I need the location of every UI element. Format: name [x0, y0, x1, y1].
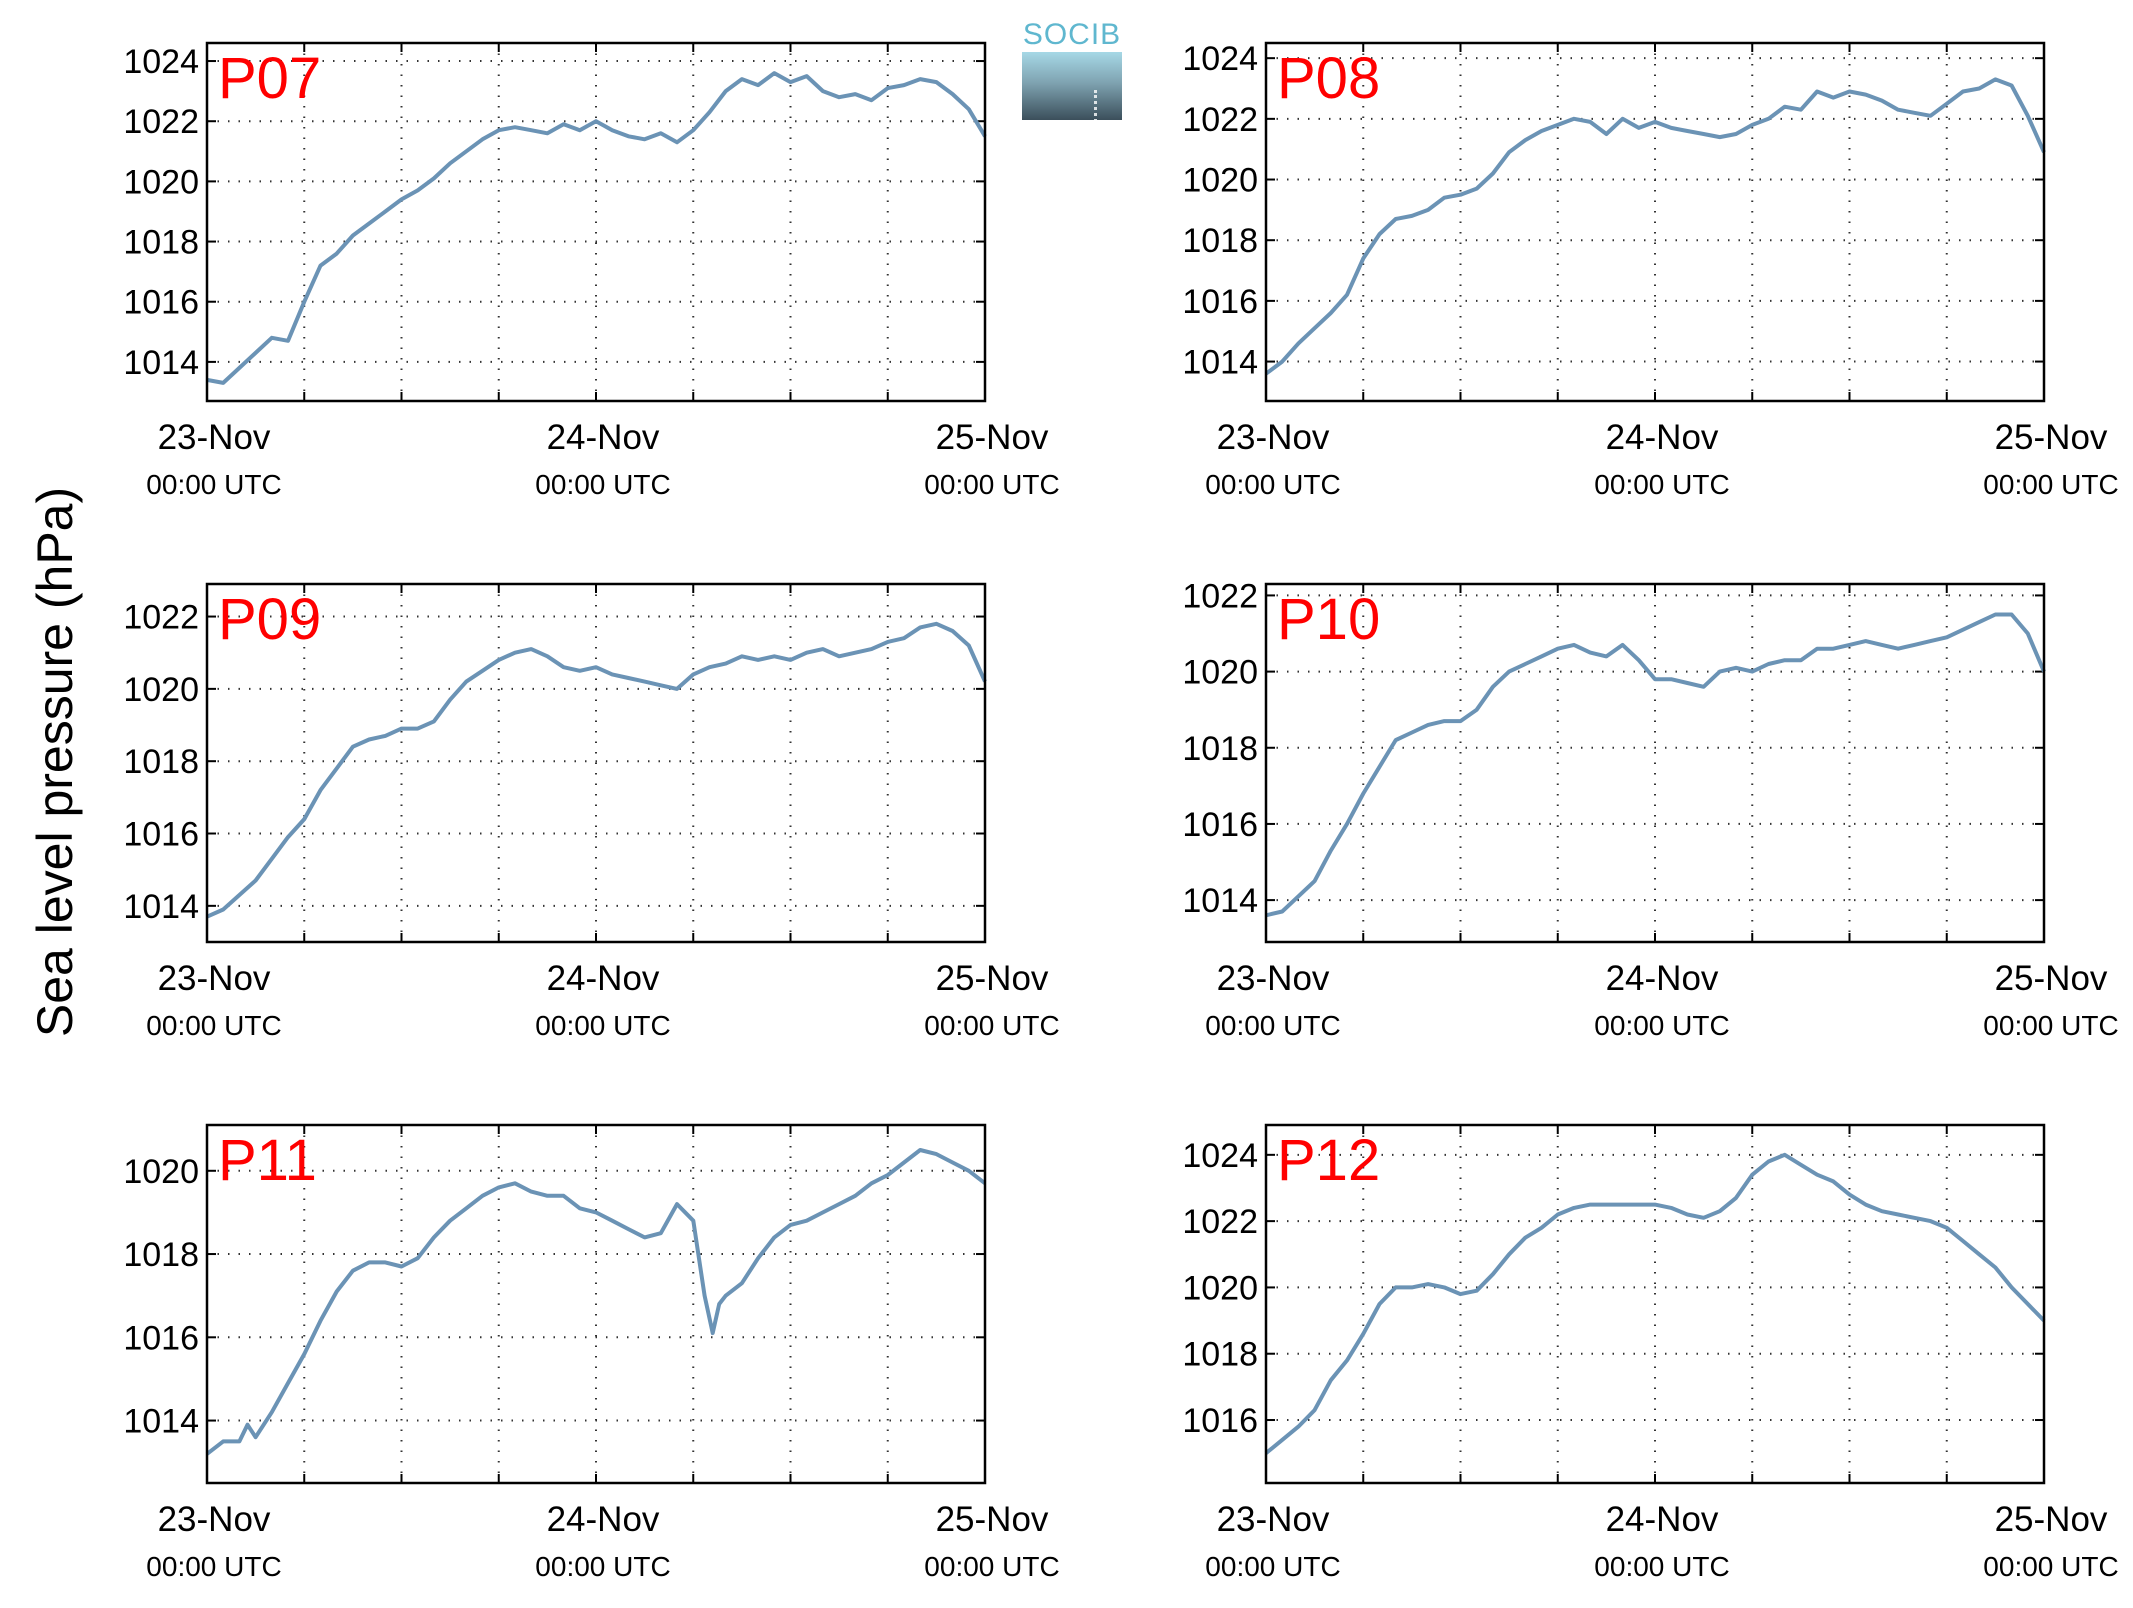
axes-frame — [1264, 1123, 2046, 1485]
axes-frame — [1264, 582, 2046, 944]
chart-panel-p10: 1014 1016 1018 1020 1022 P10 23-Nov 00:00 UTC 24… — [1182, 577, 2118, 1041]
x-tick-label-date: 24-Nov — [1606, 1500, 1719, 1539]
x-tick-label-date: 25-Nov — [1995, 959, 2108, 998]
x-tick-label-time: 00:00 UTC — [1983, 469, 2118, 500]
x-tick-label-time: 00:00 UTC — [1594, 1551, 1729, 1582]
x-tick-label-time: 00:00 UTC — [146, 1551, 281, 1582]
y-tick-label: 1014 — [123, 888, 199, 926]
y-tick-label: 1018 — [1182, 730, 1258, 768]
panel-label: P07 — [218, 46, 321, 111]
y-tick-label: 1018 — [1182, 222, 1258, 260]
y-tick-label: 1020 — [1182, 1269, 1258, 1307]
x-tick-label-time: 00:00 UTC — [1594, 469, 1729, 500]
y-tick-label: 1022 — [123, 599, 199, 637]
logo-text: SOCIB — [1022, 18, 1122, 51]
y-tick-label: 1022 — [1182, 101, 1258, 139]
x-tick-label-date: 23-Nov — [1217, 959, 1330, 998]
x-tick-label-time: 00:00 UTC — [535, 1010, 670, 1041]
series-line — [206, 71, 987, 385]
x-tick-label-date: 24-Nov — [547, 418, 660, 457]
x-tick-label-time: 00:00 UTC — [1205, 469, 1340, 500]
x-tick-label-date: 23-Nov — [1217, 418, 1330, 457]
series-line — [205, 1148, 987, 1456]
panel-label: P11 — [218, 1128, 317, 1193]
y-tick-label: 1014 — [1182, 344, 1258, 382]
x-tick-label-time: 00:00 UTC — [924, 469, 1059, 500]
series-line — [1265, 612, 2046, 918]
x-tick-label-date: 24-Nov — [547, 959, 660, 998]
y-tick-label: 1020 — [123, 671, 199, 709]
x-tick-label-date: 25-Nov — [1995, 1500, 2108, 1539]
x-tick-label-date: 24-Nov — [547, 1500, 660, 1539]
y-tick-label: 1016 — [1182, 1402, 1258, 1440]
x-tick-label-date: 25-Nov — [936, 959, 1049, 998]
axes-frame — [205, 1123, 987, 1485]
x-tick-label-date: 25-Nov — [936, 1500, 1049, 1539]
x-tick-label-time: 00:00 UTC — [1205, 1010, 1340, 1041]
socib-logo: SOCIB — [1022, 18, 1122, 134]
axes-frame — [205, 41, 987, 403]
y-tick-label: 1024 — [1182, 40, 1258, 78]
y-tick-label: 1018 — [123, 743, 199, 781]
y-tick-label: 1016 — [123, 1319, 199, 1357]
chart-panel-p07: 1014 1016 1018 1020 1022 1024 P07 23-Nov 00:00 U… — [123, 41, 1060, 500]
x-tick-label-time: 00:00 UTC — [1594, 1010, 1729, 1041]
logo-dotted-line — [1094, 90, 1099, 134]
series-line — [1264, 1152, 2046, 1455]
x-tick-label-time: 00:00 UTC — [146, 469, 281, 500]
x-tick-label-time: 00:00 UTC — [535, 1551, 670, 1582]
x-tick-label-date: 25-Nov — [1995, 418, 2108, 457]
panel-label: P09 — [218, 587, 321, 652]
axes-frame — [205, 582, 987, 944]
y-tick-label: 1020 — [1182, 162, 1258, 200]
y-tick-label: 1016 — [123, 816, 199, 854]
x-tick-label-date: 24-Nov — [1606, 418, 1719, 457]
x-tick-label-time: 00:00 UTC — [1205, 1551, 1340, 1582]
series-line — [1264, 77, 2046, 376]
x-tick-label-date: 23-Nov — [1217, 1500, 1330, 1539]
y-tick-label: 1018 — [1182, 1336, 1258, 1374]
axes-frame — [1264, 41, 2046, 403]
x-tick-label-time: 00:00 UTC — [1983, 1551, 2118, 1582]
chart-panel-p12: 1016 1018 1020 1022 1024 P12 23-Nov 00:00 UTC 24… — [1182, 1123, 2119, 1582]
y-tick-label: 1014 — [1182, 882, 1258, 920]
y-tick-label: 1022 — [1182, 577, 1258, 615]
x-tick-label-time: 00:00 UTC — [1983, 1010, 2118, 1041]
y-tick-label: 1016 — [1182, 283, 1258, 321]
x-tick-label-time: 00:00 UTC — [924, 1551, 1059, 1582]
y-tick-label: 1022 — [123, 103, 199, 141]
chart-panel-p11: 1014 1016 1018 1020 P11 23-Nov 00:00 UTC 24-Nov… — [123, 1123, 1060, 1582]
panel-label: P12 — [1277, 1128, 1380, 1193]
y-tick-label: 1018 — [123, 1236, 199, 1274]
x-tick-label-time: 00:00 UTC — [924, 1010, 1059, 1041]
y-tick-label: 1020 — [123, 1153, 199, 1191]
x-tick-label-date: 24-Nov — [1606, 959, 1719, 998]
panel-label: P10 — [1277, 587, 1380, 652]
x-tick-label-date: 25-Nov — [936, 418, 1049, 457]
y-tick-label: 1024 — [123, 43, 199, 81]
y-tick-label: 1016 — [1182, 806, 1258, 844]
x-tick-label-date: 23-Nov — [158, 1500, 271, 1539]
x-tick-label-date: 23-Nov — [158, 418, 271, 457]
y-tick-label: 1014 — [123, 344, 199, 382]
y-tick-label: 1022 — [1182, 1203, 1258, 1241]
y-tick-label: 1020 — [123, 163, 199, 201]
y-tick-label: 1016 — [123, 284, 199, 322]
y-tick-label: 1014 — [123, 1403, 199, 1441]
chart-panel-p08: 1014 1016 1018 1020 1022 1024 P08 23-Nov 00:00 U… — [1182, 40, 2118, 500]
x-tick-label-time: 00:00 UTC — [146, 1010, 281, 1041]
x-tick-label-date: 23-Nov — [158, 959, 271, 998]
chart-panel-p09: 1014 1016 1018 1020 1022 P09 23-Nov 00:00 UTC 24… — [123, 582, 1060, 1041]
y-tick-label: 1018 — [123, 224, 199, 262]
series-line — [206, 621, 987, 919]
logo-graphic — [1022, 52, 1122, 134]
y-tick-label: 1020 — [1182, 654, 1258, 692]
x-tick-label-time: 00:00 UTC — [535, 469, 670, 500]
panel-label: P08 — [1277, 46, 1380, 111]
y-tick-label: 1024 — [1182, 1137, 1258, 1175]
